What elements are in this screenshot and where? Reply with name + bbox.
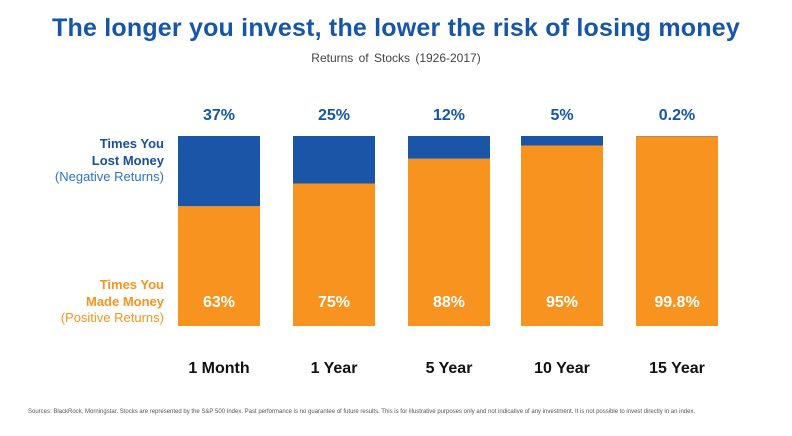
category-label-2: 5 Year [426, 360, 473, 377]
bar-negative-1 [293, 136, 375, 184]
category-label-1: 1 Year [311, 360, 358, 377]
bar-positive-1 [293, 183, 375, 326]
negative-pct-label-0: 37% [203, 107, 235, 124]
bar-positive-3 [521, 145, 603, 326]
positive-pct-label-0: 63% [203, 294, 235, 311]
bar-negative-0 [178, 136, 260, 207]
positive-pct-label-3: 95% [546, 294, 578, 311]
bar-positive-2 [408, 158, 490, 326]
lost-label-line1: Times You [99, 136, 164, 151]
made-label-sub: (Positive Returns) [60, 310, 164, 325]
made-label-line2: Made Money [85, 293, 164, 309]
negative-pct-label-4: 0.2% [659, 107, 695, 124]
lost-label-line2: Lost Money [91, 152, 164, 168]
bar-negative-2 [408, 136, 490, 159]
bar-negative-3 [521, 136, 603, 146]
positive-pct-label-2: 88% [433, 294, 465, 311]
positive-pct-label-1: 75% [318, 294, 350, 311]
category-label-0: 1 Month [188, 360, 249, 377]
positive-pct-label-4: 99.8% [654, 294, 699, 311]
bar-positive-4 [636, 136, 718, 326]
negative-pct-label-2: 12% [433, 107, 465, 124]
lost-label-sub: (Negative Returns) [54, 169, 164, 184]
lost-money-label: Times You Lost Money (Negative Returns) [55, 136, 164, 186]
negative-pct-label-3: 5% [550, 107, 573, 124]
bar-positive-0 [178, 206, 260, 326]
category-label-4: 15 Year [649, 360, 705, 377]
category-label-3: 10 Year [534, 360, 590, 377]
made-label-line1: Times You [99, 277, 164, 292]
sources-footnote: Sources: BlackRock, Morningstar. Stocks … [28, 409, 696, 415]
negative-pct-label-1: 25% [318, 107, 350, 124]
chart-subtitle: Returns of Stocks (1926-2017) [311, 51, 481, 65]
chart-title: The longer you invest, the lower the ris… [52, 14, 740, 42]
made-money-label: Times You Made Money (Positive Returns) [61, 277, 164, 327]
